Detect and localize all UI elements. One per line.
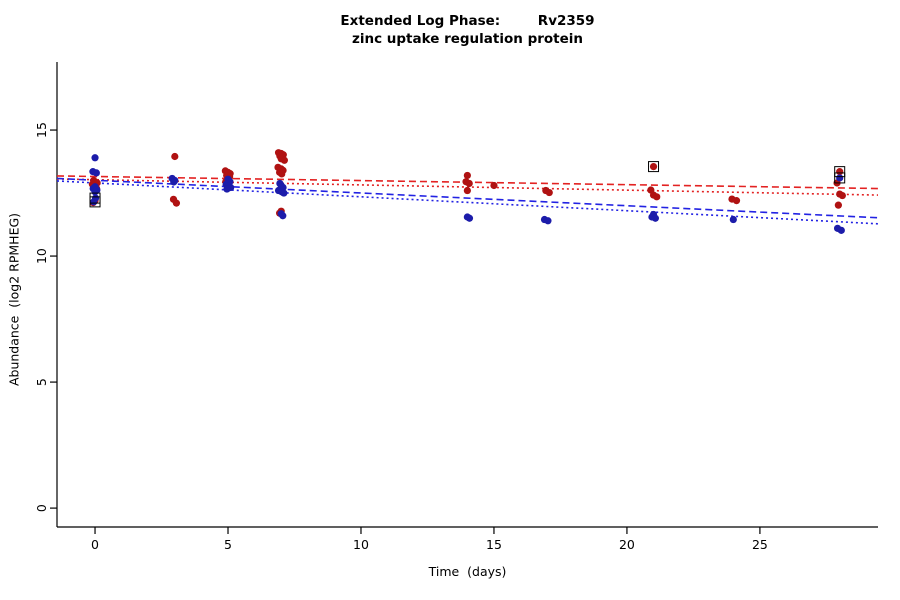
blue-trend-dotted: [56, 180, 879, 225]
chart-title-line1: Extended Log Phase: Rv2359: [340, 13, 595, 29]
blue-condition-point: [170, 178, 178, 186]
red-condition-point: [649, 162, 658, 171]
red-condition-point: [280, 156, 288, 164]
blue-condition-point: [651, 214, 659, 222]
red-condition-point: [732, 197, 741, 205]
red-condition-point: [834, 201, 842, 209]
red-condition-point: [463, 186, 471, 195]
x-axis-label: Time (days): [428, 564, 507, 579]
blue-condition-point: [91, 154, 99, 162]
blue-condition-point: [92, 169, 100, 177]
y-tick-label: 5: [34, 378, 49, 386]
red-condition-point: [838, 191, 846, 200]
x-tick-label: 5: [224, 537, 232, 552]
blue-condition-point: [836, 174, 844, 182]
blue-condition-point: [279, 212, 287, 220]
blue-condition-point: [465, 214, 474, 222]
red-condition-point: [278, 170, 286, 178]
blue-condition-point: [544, 217, 552, 225]
red-condition-point: [836, 168, 844, 176]
x-tick-label: 20: [619, 537, 635, 552]
red-condition-point: [463, 171, 471, 180]
highlight-square: [89, 196, 101, 208]
chart-title-line2: zinc uptake regulation protein: [351, 31, 584, 47]
y-tick-label: 0: [34, 504, 49, 512]
blue-condition-point: [223, 185, 231, 193]
red-condition-point: [465, 179, 473, 188]
x-tick-label: 15: [486, 537, 502, 552]
blue-condition-point: [280, 189, 288, 197]
blue-trend-dashed: [56, 177, 879, 219]
red-condition-point: [653, 193, 661, 201]
blue-condition-point: [729, 215, 737, 224]
red-condition-point: [490, 181, 498, 190]
highlight-square: [648, 161, 660, 173]
y-tick-label: 15: [34, 122, 49, 138]
x-tick-label: 0: [91, 537, 99, 552]
blue-condition-point: [837, 226, 845, 234]
y-tick-label: 10: [34, 248, 49, 264]
highlight-square: [834, 172, 846, 184]
x-tick-label: 10: [353, 537, 369, 552]
x-tick-label: 25: [752, 537, 768, 552]
highlight-square: [834, 166, 846, 178]
blue-condition-point: [91, 188, 99, 196]
red-condition-point: [172, 199, 181, 207]
red-condition-point: [545, 188, 553, 197]
red-condition-point: [171, 152, 179, 161]
blue-condition-point: [90, 198, 98, 206]
